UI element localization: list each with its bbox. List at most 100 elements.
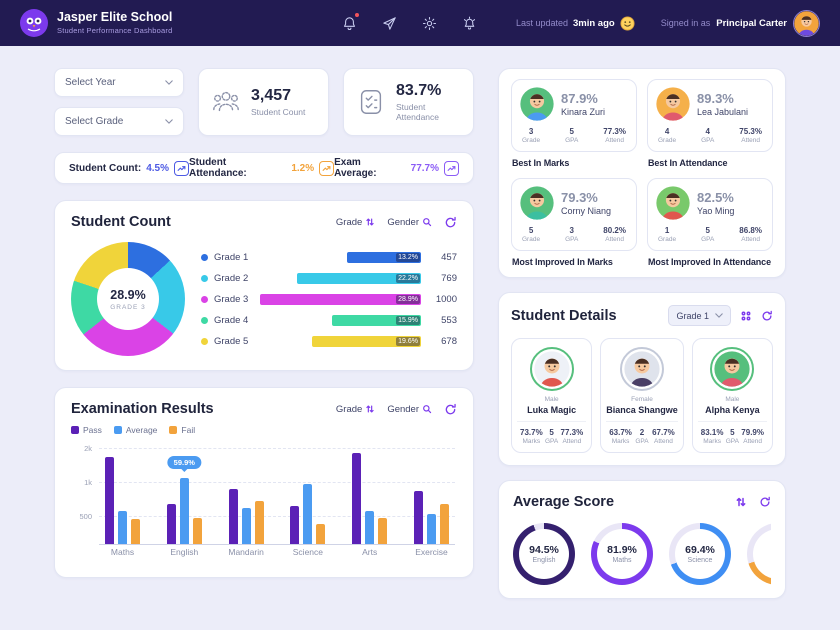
year-select[interactable]: Select Year — [54, 68, 184, 97]
sort-icon — [736, 497, 746, 507]
grade-filter-value: Grade 1 — [676, 310, 709, 321]
legend-bar-track: 19.6% — [260, 335, 421, 347]
bar-fail — [439, 504, 449, 544]
legend-dot — [201, 253, 208, 261]
x-axis-label: Mandarin — [228, 547, 264, 557]
student-stats: 63.7% Marks 2 GPA 67.7% Attend — [606, 421, 678, 445]
performer-tile[interactable]: 82.5% Yao Ming 1 Grade 5 GPA 86.8% Attend — [647, 178, 773, 251]
legend-bar-percent: 28.9% — [396, 294, 420, 304]
settings-gear-icon[interactable] — [418, 11, 442, 35]
refresh-button[interactable] — [761, 310, 773, 322]
sort-button[interactable] — [735, 496, 747, 508]
stat-value: 2 — [639, 428, 645, 437]
stat: 5 GPA — [565, 127, 578, 144]
performer-tile[interactable]: 87.9% Kinara Zuri 3 Grade 5 GPA 77.3% Attend — [511, 79, 637, 152]
student-gender: Male — [725, 396, 740, 403]
bar-pass — [413, 491, 423, 544]
student-avatar-ring — [529, 347, 574, 391]
performer-percent: 89.3% — [697, 91, 734, 106]
student-tile[interactable]: Male Alpha Kenya 83.1% Marks 5 GPA 79.9% Attend — [691, 338, 773, 453]
alarm-icon[interactable] — [458, 11, 482, 35]
performer-percent: 82.5% — [697, 190, 734, 205]
score-ring-partial — [747, 523, 771, 585]
filter-row: Select Year Select Grade 3,457 Student C… — [54, 68, 474, 136]
stat: 77.3% Attend — [561, 428, 584, 445]
performer-tile[interactable]: 79.3% Corny Niang 5 Grade 3 GPA 80.2% Attend — [511, 178, 637, 251]
stat: 80.2% Attend — [603, 226, 626, 243]
app-header: Jasper Elite School Student Performance … — [0, 0, 840, 46]
performer-percent: 87.9% — [561, 91, 598, 106]
bar-average — [241, 508, 251, 544]
kpi-label: Student Attendance: — [188, 157, 247, 179]
x-axis-label: Science — [292, 547, 324, 557]
kpi-item: Student Count: 4.5% — [69, 160, 189, 176]
ring-label: Science — [687, 557, 713, 564]
bar-group: Arts — [352, 445, 388, 557]
stat-value: 80.2% — [603, 226, 626, 235]
main-content: Select Year Select Grade 3,457 Student C… — [0, 46, 840, 599]
legend-row: Grade 4 15.9% 553 — [201, 314, 457, 327]
legend-label: Grade 5 — [214, 335, 249, 347]
donut-center: 28.9% GRADE 3 — [97, 268, 159, 330]
bar-fail — [254, 501, 264, 544]
gridline — [99, 516, 455, 517]
stat-label: GPA — [701, 137, 715, 144]
stat-label: Attend — [605, 236, 625, 243]
legend-label: Grade 3 — [214, 293, 249, 305]
stat-value: 5 — [549, 428, 554, 437]
attendance-label: Student Attendance — [396, 102, 440, 122]
gender-filter-label: Gender — [387, 216, 419, 228]
stat-label: GPA — [701, 236, 715, 243]
legend-count: 769 — [441, 272, 457, 284]
student-stats: 83.1% Marks 5 GPA 79.9% Attend — [697, 421, 767, 445]
ring-center: 94.5% English — [519, 529, 569, 579]
stat-value: 83.1% — [700, 428, 724, 437]
attendance-summary-card: 83.7% Student Attendance — [343, 68, 474, 136]
refresh-button[interactable] — [759, 496, 771, 508]
kpi-item: Exam Average: 77.7% — [334, 157, 459, 179]
refresh-button[interactable] — [444, 216, 457, 229]
performer-tile[interactable]: 89.3% Lea Jabulani 4 Grade 4 GPA 75.3% Attend — [647, 79, 773, 152]
stat-value: 86.8% — [739, 226, 762, 235]
notification-bell-icon[interactable] — [338, 11, 362, 35]
stat: 79.9% Attend — [741, 428, 764, 445]
performer-cell: 79.3% Corny Niang 5 Grade 3 GPA 80.2% Attend Mos… — [511, 178, 637, 277]
grade-filter-select[interactable]: Grade 1 — [668, 305, 731, 326]
stat-value: 5 — [569, 127, 574, 136]
student-tile[interactable]: Female Bianca Shangwe 63.7% Marks 2 GPA 67.7% A… — [600, 338, 684, 453]
bar-group: Science — [290, 445, 326, 557]
grade-sort-label: Grade — [335, 403, 363, 415]
performer-stats: 5 Grade 3 GPA 80.2% Attend — [520, 226, 628, 243]
student-gender: Female — [631, 396, 653, 403]
stat-value: 77.3% — [603, 127, 626, 136]
bar-group: Exercise — [413, 445, 449, 557]
kpi-label: Exam Average: — [334, 157, 377, 179]
grade-select[interactable]: Select Grade — [54, 107, 184, 136]
student-tile[interactable]: Male Luka Magic 73.7% Marks 5 GPA 77.3% Attend — [511, 338, 593, 453]
kpi-value: 4.5% — [146, 162, 169, 174]
stat-label: Grade — [522, 137, 541, 144]
grade-sort-control[interactable]: Grade — [336, 404, 375, 415]
trend-chart-icon — [173, 160, 189, 176]
y-axis-tick: 500 — [79, 512, 92, 521]
performer-cell: 82.5% Yao Ming 1 Grade 5 GPA 86.8% Attend Most I… — [647, 178, 773, 277]
grade-sort-control[interactable]: Grade — [336, 217, 375, 228]
student-name: Bianca Shangwe — [606, 405, 678, 415]
y-axis-tick: 2k — [84, 444, 92, 453]
student-count-value: 3,457 — [251, 87, 292, 104]
score-ring: 94.5% English — [513, 523, 575, 585]
sort-icon — [366, 218, 374, 226]
principal-avatar[interactable] — [793, 9, 820, 37]
gender-filter-control[interactable]: Gender — [387, 404, 432, 415]
signed-in-status: Signed in as Principal Carter — [661, 9, 820, 37]
performer-percent: 79.3% — [561, 190, 598, 205]
exam-legend-swatch — [113, 426, 122, 434]
gender-filter-control[interactable]: Gender — [387, 217, 432, 228]
send-icon[interactable] — [378, 11, 402, 35]
signed-in-user: Principal Carter — [716, 17, 787, 29]
refresh-button[interactable] — [444, 403, 457, 416]
stat-value: 4 — [705, 127, 710, 136]
student-count-summary-card: 3,457 Student Count — [198, 68, 329, 136]
grid-menu-button[interactable] — [740, 310, 752, 322]
